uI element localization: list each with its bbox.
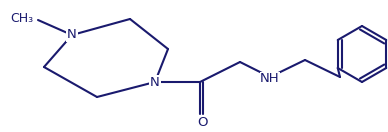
Text: O: O	[197, 116, 207, 128]
Text: NH: NH	[260, 72, 280, 86]
Text: CH₃: CH₃	[10, 11, 33, 25]
Text: N: N	[150, 76, 160, 88]
Text: N: N	[67, 29, 77, 41]
